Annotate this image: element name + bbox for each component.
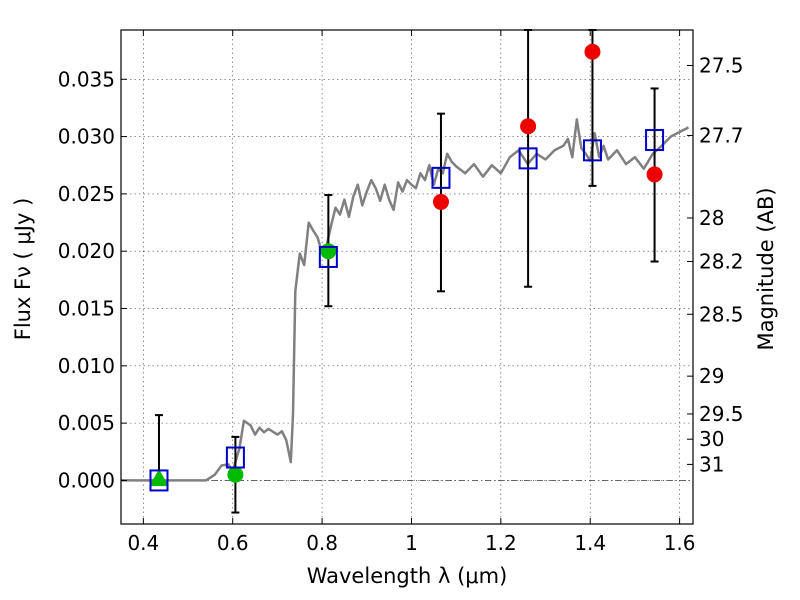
right-tick-label: 27.7	[699, 123, 744, 147]
x-tick-label: 0.6	[217, 531, 249, 555]
y-tick-label: 0.030	[58, 125, 115, 149]
data-point-circle	[227, 466, 244, 483]
x-tick-label: 1	[405, 531, 418, 555]
data-point-circle	[584, 43, 601, 60]
x-tick-label: 0.4	[127, 531, 159, 555]
right-tick-label: 31	[699, 452, 724, 476]
x-tick-label: 0.8	[306, 531, 338, 555]
model-photometry-square	[149, 469, 169, 492]
x-tick-label: 1.2	[485, 531, 517, 555]
data-markers	[149, 43, 665, 492]
y-tick-label: 0.025	[58, 182, 115, 206]
y-tick-label: 0.020	[58, 239, 115, 263]
right-tick-label: 28	[699, 206, 724, 230]
ticks: 0.4 0.6 0.8 1 1.2 1.4 1.6 0.000 0.005 0.010 0.015 0…	[58, 30, 744, 555]
plot-frame	[120, 29, 694, 525]
data-point-circle	[520, 118, 537, 135]
model-photometry-square	[518, 147, 538, 170]
y-tick-label: 0.015	[58, 297, 115, 321]
model-spectrum-line	[121, 118, 690, 482]
y-tick-label: 0.000	[58, 468, 115, 492]
y-axis-label: Flux Fν ( μJy )	[11, 198, 35, 341]
right-tick-label: 27.5	[699, 54, 744, 78]
right-tick-label: 28.5	[699, 302, 744, 326]
y-tick-label: 0.005	[58, 411, 115, 435]
model-photometry-square	[225, 446, 245, 469]
right-axis-label: Magnitude (AB)	[754, 187, 778, 350]
right-tick-label: 30	[699, 427, 724, 451]
right-tick-label: 29	[699, 364, 724, 388]
x-tick-label: 1.4	[574, 531, 606, 555]
model-photometry-square	[318, 245, 338, 268]
model-photometry-square	[431, 166, 451, 189]
data-point-circle	[646, 166, 663, 183]
grid	[121, 30, 693, 524]
model-photometry-square	[582, 139, 602, 162]
data-point-circle	[432, 193, 449, 210]
error-bars	[154, 29, 659, 514]
y-tick-label: 0.035	[58, 67, 115, 91]
right-tick-label: 28.2	[699, 250, 744, 274]
model-photometry-square	[645, 129, 665, 152]
y-tick-label: 0.010	[58, 354, 115, 378]
upper-limit-triangle	[149, 469, 169, 487]
x-tick-label: 1.6	[664, 531, 696, 555]
x-axis-label: Wavelength λ (μm)	[307, 564, 508, 588]
right-tick-label: 29.5	[699, 402, 744, 426]
